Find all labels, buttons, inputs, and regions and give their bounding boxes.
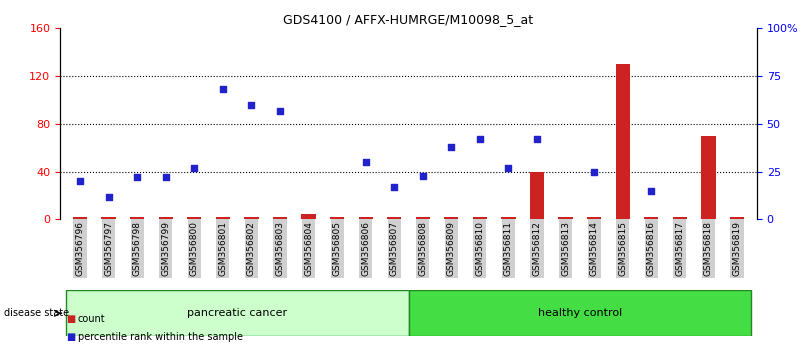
Point [216, 87, 229, 92]
Point [388, 184, 400, 190]
Bar [130, 217, 144, 219]
Text: count: count [78, 314, 105, 324]
Title: GDS4100 / AFFX-HUMRGE/M10098_5_at: GDS4100 / AFFX-HUMRGE/M10098_5_at [284, 13, 533, 26]
Point [274, 108, 287, 113]
Point [445, 144, 457, 150]
Bar [301, 213, 316, 219]
Point [245, 102, 258, 108]
Point [131, 175, 143, 180]
Text: ■: ■ [66, 314, 75, 324]
Point [188, 165, 201, 171]
Point [417, 173, 429, 178]
Text: disease state: disease state [4, 308, 69, 318]
Point [74, 178, 87, 184]
Bar [730, 217, 744, 219]
Point [473, 136, 486, 142]
Text: healthy control: healthy control [537, 308, 622, 318]
Point [103, 194, 115, 199]
Point [588, 169, 601, 175]
Bar [330, 217, 344, 219]
Bar [701, 136, 715, 219]
Bar [501, 217, 516, 219]
Bar [187, 217, 201, 219]
Bar [359, 217, 372, 219]
Bar [102, 217, 116, 219]
Bar [273, 217, 287, 219]
Bar [587, 217, 602, 219]
Point [502, 165, 515, 171]
Text: ■: ■ [66, 332, 75, 342]
Bar [73, 217, 87, 219]
Bar [673, 217, 687, 219]
Bar [215, 217, 230, 219]
Bar [445, 217, 458, 219]
Bar [616, 64, 630, 219]
Text: percentile rank within the sample: percentile rank within the sample [78, 332, 243, 342]
Point [645, 188, 658, 194]
Bar [558, 217, 573, 219]
Bar [473, 217, 487, 219]
Bar [409, 290, 751, 336]
Bar [159, 217, 173, 219]
Bar [244, 217, 259, 219]
Bar [66, 290, 409, 336]
Point [360, 159, 372, 165]
Bar [530, 172, 544, 219]
Bar [416, 217, 430, 219]
Bar [644, 217, 658, 219]
Point [159, 175, 172, 180]
Bar [387, 217, 401, 219]
Point [331, 6, 344, 12]
Text: pancreatic cancer: pancreatic cancer [187, 308, 288, 318]
Point [530, 136, 543, 142]
